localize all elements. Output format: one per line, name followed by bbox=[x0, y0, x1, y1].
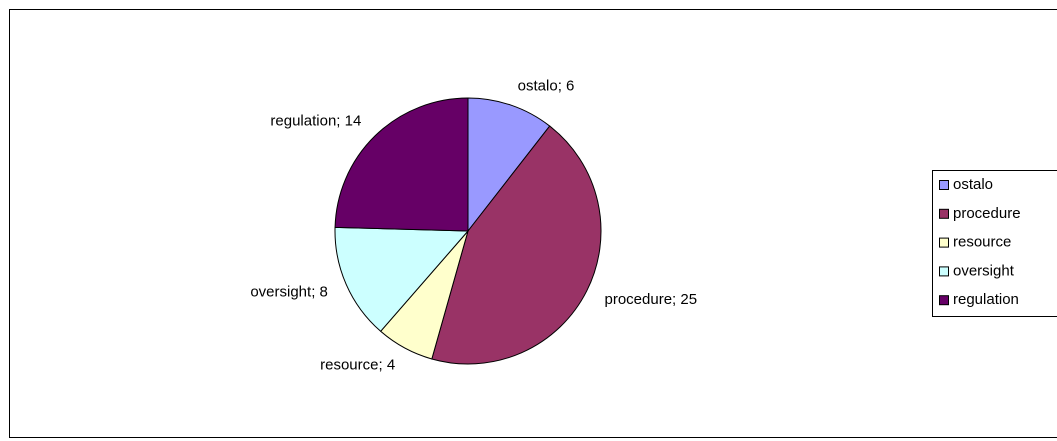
pie-slice bbox=[467, 97, 551, 233]
legend-swatch bbox=[939, 237, 949, 248]
data-label: regulation; 14 bbox=[270, 112, 361, 129]
data-label: ostalo; 6 bbox=[518, 77, 575, 94]
legend-label: oversight bbox=[953, 262, 1015, 279]
data-label: resource; 4 bbox=[320, 357, 395, 374]
pie-slice bbox=[334, 226, 470, 333]
legend-label: regulation bbox=[953, 291, 1019, 308]
pie-slice bbox=[431, 125, 602, 365]
legend-label: procedure bbox=[953, 205, 1021, 222]
legend-swatch bbox=[939, 208, 949, 219]
legend-swatch bbox=[939, 295, 949, 306]
legend-box bbox=[932, 170, 1057, 317]
legend-swatch bbox=[939, 180, 949, 190]
legend-label: ostalo bbox=[953, 176, 993, 193]
legend-swatch bbox=[939, 266, 949, 277]
pie-slice bbox=[334, 97, 469, 232]
data-label: oversight; 8 bbox=[250, 283, 328, 300]
legend-label: resource bbox=[953, 234, 1011, 251]
data-label: procedure; 25 bbox=[605, 291, 698, 308]
